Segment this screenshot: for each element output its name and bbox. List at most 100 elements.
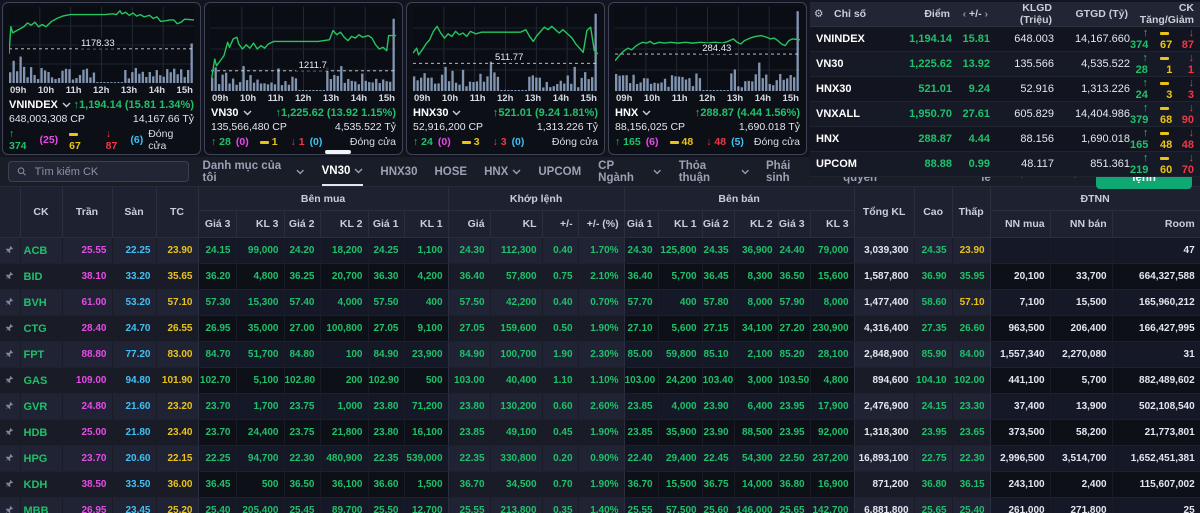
index-row-vn30[interactable]: VN30 1,225.62 13.92 135.566 4,535.522 ↑ …: [810, 52, 1200, 77]
value-cell: 23.85: [624, 419, 659, 446]
value-cell: 15,600: [810, 263, 855, 290]
value-cell: 4,000: [320, 289, 368, 316]
index-row-upcom[interactable]: UPCOM 88.88 0.99 48.117 851.361 ↑ 219 60…: [810, 152, 1200, 177]
tab-phái-sinh[interactable]: Phái sinh: [766, 158, 826, 186]
pin-cell[interactable]: [0, 341, 20, 368]
price-row-fpt[interactable]: FPT 88.80 77.20 83.00 84.70 51,700 84.80 100 84.…: [0, 341, 1200, 368]
pin-icon[interactable]: [5, 349, 14, 358]
price-row-kdh[interactable]: KDH 38.50 33.50 36.00 36.45 500 36.50 36,100 36.…: [0, 471, 1200, 498]
value-cell: 6,881,800: [854, 497, 915, 513]
pin-icon[interactable]: [5, 479, 14, 488]
pin-cell[interactable]: [0, 289, 20, 316]
pin-icon[interactable]: [5, 271, 14, 280]
price-row-gvr[interactable]: GVR 24.80 21.60 23.20 23.70 1,700 23.75 1,000 23…: [0, 393, 1200, 420]
index-col-klgd: KLGD (Triệu): [1019, 2, 1052, 26]
ticker-cell: MBB: [20, 497, 62, 513]
pin-cell[interactable]: [0, 393, 20, 420]
value-cell: 17,900: [810, 393, 855, 420]
value-cell: 15,500: [658, 471, 703, 498]
index-change: 13.92: [962, 58, 990, 70]
tab-hose[interactable]: HOSE: [434, 165, 468, 178]
value-cell: 5,600: [658, 315, 703, 342]
index-row-hnx30[interactable]: HNX30 521.01 9.24 52.916 1,313.226 ↑ 24 …: [810, 77, 1200, 102]
col-match-vol: KL: [490, 210, 543, 238]
index-name[interactable]: HNX30: [413, 107, 461, 119]
pin-cell[interactable]: [0, 497, 20, 513]
value-cell: 24.35: [702, 237, 735, 264]
horizontal-scrollbar-thumb[interactable]: [325, 150, 351, 154]
value-cell: 23.90: [952, 237, 991, 264]
value-cell: 36.90: [914, 263, 953, 290]
value-cell: 230,900: [810, 315, 855, 342]
index-col-name: Chỉ số: [834, 8, 867, 20]
pin-cell[interactable]: [0, 471, 20, 498]
index-chart-hnx[interactable]: 284.43: [615, 7, 800, 91]
pin-icon[interactable]: [5, 375, 14, 384]
price-row-mbb[interactable]: MBB 26.95 23.45 25.20 25.40 205,400 25.45 89,70…: [0, 497, 1200, 513]
value-cell: 71,200: [404, 393, 449, 420]
pin-icon[interactable]: [5, 427, 14, 436]
price-row-acb[interactable]: ACB 25.55 22.25 23.90 24.15 99,000 24.20 18,200…: [0, 237, 1200, 264]
pin-cell[interactable]: [0, 419, 20, 446]
price-row-hdb[interactable]: HDB 25.00 21.80 23.40 23.70 24,400 23.75 21,800…: [0, 419, 1200, 446]
pin-icon[interactable]: [5, 323, 14, 332]
value-cell: 21,773,801: [1112, 419, 1200, 446]
index-name[interactable]: VN30: [211, 107, 252, 119]
search-input[interactable]: [32, 164, 180, 179]
col-foreign-room: Room: [1112, 210, 1200, 238]
value-cell: 125,800: [658, 237, 703, 264]
value-cell: 1.10%: [578, 367, 625, 394]
tab-vn30[interactable]: VN30: [321, 158, 364, 186]
index-chart-vnindex[interactable]: 1178.33: [9, 7, 194, 83]
value-cell: 102.80: [284, 367, 320, 394]
pin-icon[interactable]: [5, 245, 14, 254]
price-row-bvh[interactable]: BVH 61.00 53.20 57.10 57.30 15,300 57.40 4,000 5…: [0, 289, 1200, 316]
pin-icon[interactable]: [5, 297, 14, 306]
ticker-cell: GVR: [20, 393, 62, 420]
chevron-down-icon: [62, 102, 71, 108]
value-cell: 5,100: [236, 367, 284, 394]
pin-cell[interactable]: [0, 237, 20, 264]
gear-icon[interactable]: ⚙: [814, 8, 824, 20]
value-cell: 59,800: [658, 341, 703, 368]
price-row-hpg[interactable]: HPG 23.70 20.60 22.15 22.25 94,700 22.30 480,90…: [0, 445, 1200, 472]
value-cell: 100: [320, 341, 368, 368]
index-col-change[interactable]: ‹ +/- ›: [962, 8, 988, 20]
pin-cell[interactable]: [0, 445, 20, 472]
value-cell: 22.30: [952, 445, 991, 472]
tab-upcom[interactable]: UPCOM: [538, 165, 582, 178]
tab-hnx[interactable]: HNX: [484, 158, 521, 186]
value-cell: 24.20: [284, 237, 320, 264]
index-name[interactable]: VNINDEX: [9, 99, 71, 111]
tab-danh-mục-của-tôi[interactable]: Danh mục của tôi: [203, 158, 305, 186]
value-cell: 25.40: [198, 497, 236, 513]
value-cell: 1.90: [542, 341, 579, 368]
pin-icon[interactable]: [5, 401, 14, 410]
price-row-bid[interactable]: BID 38.10 33.20 35.65 36.20 4,800 36.25 20,700 3…: [0, 263, 1200, 290]
value-cell: 94.80: [112, 367, 156, 394]
index-chart-vn30[interactable]: 1211.7: [211, 7, 396, 91]
value-cell: 57,800: [490, 263, 543, 290]
tab-cp-ngành[interactable]: CP Ngành: [598, 158, 662, 186]
search-box[interactable]: [8, 161, 189, 182]
index-row-vnindex[interactable]: VNINDEX 1,194.14 15.81 648.003 14,167.66…: [810, 27, 1200, 52]
index-row-hnx[interactable]: HNX 288.87 4.44 88.156 1,690.018 ↑ 165 4…: [810, 127, 1200, 152]
price-row-gas[interactable]: GAS 109.00 94.80 101.90 102.70 5,100 102.80 200…: [0, 367, 1200, 394]
tab-thỏa-thuận[interactable]: Thỏa thuận: [679, 158, 749, 186]
value-cell: 21,800: [320, 419, 368, 446]
market-overview: 1178.33 09h 10h 11h 12h 13h 14h 15h VNINDEX ↑1…: [0, 0, 1200, 177]
pin-icon[interactable]: [5, 505, 14, 513]
index-name[interactable]: HNX: [615, 107, 651, 119]
index-row-vnxall[interactable]: VNXALL 1,950.70 27.61 605.829 14,404.986…: [810, 102, 1200, 127]
price-row-ctg[interactable]: CTG 28.40 24.70 26.55 26.95 35,000 27.00 100,80…: [0, 315, 1200, 342]
value-cell: 37,400: [990, 393, 1051, 420]
value-cell: 0.70%: [578, 289, 625, 316]
tab-hnx30[interactable]: HNX30: [380, 165, 418, 178]
col-change: +/-: [542, 210, 579, 238]
pin-cell[interactable]: [0, 367, 20, 394]
pin-cell[interactable]: [0, 315, 20, 342]
pin-icon[interactable]: [5, 453, 14, 462]
index-chart-hnx30[interactable]: 511.77: [413, 7, 598, 91]
value-cell: 500: [236, 471, 284, 498]
pin-cell[interactable]: [0, 263, 20, 290]
